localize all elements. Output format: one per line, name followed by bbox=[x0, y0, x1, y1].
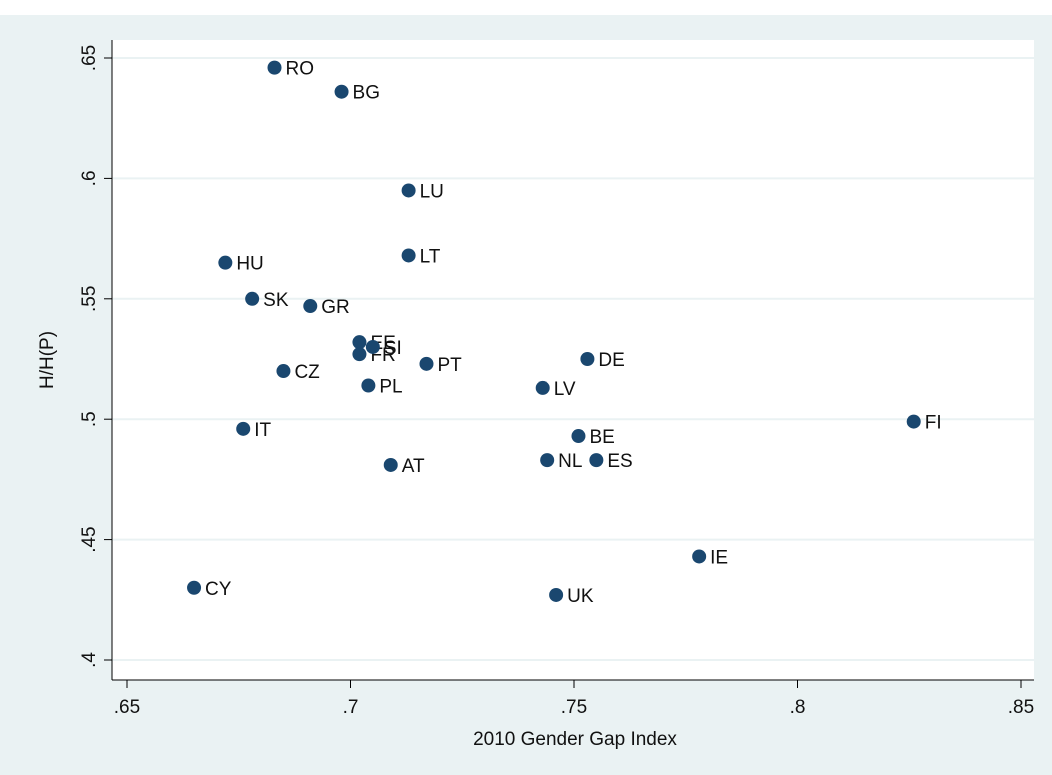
point bbox=[334, 84, 349, 99]
point-label: SK bbox=[263, 290, 289, 311]
point bbox=[352, 347, 367, 362]
x-tick-label: .85 bbox=[1008, 697, 1034, 718]
point-label: BG bbox=[353, 83, 380, 104]
point-label: LT bbox=[420, 246, 441, 267]
point-label: HU bbox=[236, 254, 263, 275]
x-tick-label: .75 bbox=[561, 697, 587, 718]
x-tick-label: .8 bbox=[790, 697, 806, 718]
point-label: AT bbox=[402, 456, 425, 477]
point bbox=[267, 60, 282, 75]
y-tick-label: .4 bbox=[79, 652, 100, 668]
point bbox=[580, 352, 595, 366]
y-tick-label: .55 bbox=[79, 286, 100, 312]
point-label: LU bbox=[420, 181, 444, 202]
y-tick-label: .65 bbox=[79, 45, 100, 71]
point bbox=[906, 414, 921, 429]
point-label: UK bbox=[567, 586, 594, 607]
point bbox=[352, 335, 367, 350]
y-tick-label: .45 bbox=[79, 526, 100, 552]
point-label: SI bbox=[384, 338, 402, 359]
point bbox=[419, 356, 434, 371]
x-axis-title: 2010 Gender Gap Index bbox=[473, 729, 677, 750]
point bbox=[401, 248, 416, 263]
point bbox=[236, 421, 251, 436]
point bbox=[303, 299, 318, 314]
point-label: NL bbox=[558, 451, 582, 472]
plot-area bbox=[112, 40, 1034, 680]
x-tick-label: .7 bbox=[343, 697, 359, 718]
point bbox=[535, 380, 550, 395]
point-label: DE bbox=[598, 350, 624, 371]
y-tick-label: .6 bbox=[79, 170, 100, 186]
point bbox=[276, 364, 291, 379]
point-label: CY bbox=[205, 579, 232, 600]
point-label: ES bbox=[607, 451, 632, 472]
point bbox=[401, 183, 416, 198]
point bbox=[245, 291, 260, 306]
point bbox=[218, 255, 233, 270]
point bbox=[589, 453, 604, 468]
y-tick-label: .5 bbox=[79, 411, 100, 427]
point-label: PL bbox=[379, 377, 402, 398]
point-label: LV bbox=[554, 379, 576, 400]
x-tick-label: .65 bbox=[114, 697, 140, 718]
point-label: PT bbox=[437, 355, 462, 376]
point-label: GR bbox=[321, 297, 350, 318]
point-label: CZ bbox=[294, 362, 320, 383]
point bbox=[365, 339, 380, 354]
point bbox=[187, 580, 202, 595]
point bbox=[383, 457, 398, 472]
point bbox=[540, 453, 555, 468]
point-label: BE bbox=[589, 427, 614, 448]
point bbox=[549, 587, 564, 602]
point bbox=[692, 549, 707, 564]
point-label: FI bbox=[925, 413, 942, 434]
point bbox=[361, 378, 376, 393]
point-label: IT bbox=[254, 420, 271, 441]
point bbox=[571, 429, 586, 444]
point-label: IE bbox=[710, 547, 728, 568]
point-label: RO bbox=[286, 59, 315, 80]
y-axis-title: H/H(P) bbox=[37, 331, 58, 389]
